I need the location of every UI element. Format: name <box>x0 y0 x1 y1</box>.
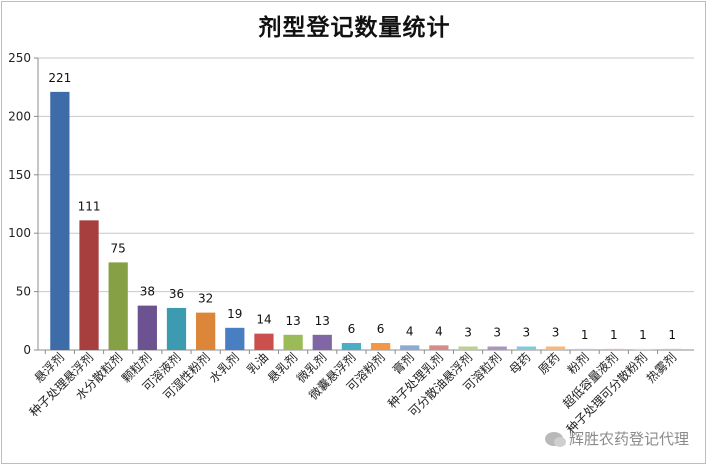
y-tick-label: 200 <box>8 109 31 123</box>
chart-title: 剂型登记数量统计 <box>258 15 451 41</box>
data-label: 4 <box>435 324 443 338</box>
data-label: 1 <box>668 328 676 342</box>
data-label: 14 <box>256 313 271 327</box>
data-label: 38 <box>140 285 155 299</box>
data-label: 3 <box>552 325 560 339</box>
bar <box>370 342 391 350</box>
bar <box>196 312 216 350</box>
data-label: 6 <box>348 322 356 336</box>
bar <box>662 348 682 350</box>
bar <box>166 307 187 350</box>
bar <box>400 345 420 350</box>
watermark: 辉胜农药登记代理 <box>544 428 689 449</box>
bar <box>50 91 70 350</box>
bar <box>575 348 595 350</box>
data-label: 3 <box>493 325 501 339</box>
data-label: 13 <box>315 314 330 328</box>
y-tick-label: 250 <box>8 51 31 65</box>
bar <box>79 220 99 350</box>
gridlines <box>38 57 694 293</box>
y-tick-label: 50 <box>16 285 31 299</box>
x-tick-label: 热雾剂 <box>643 350 679 386</box>
bar <box>458 346 478 350</box>
data-label: 13 <box>285 314 300 328</box>
bar <box>108 262 128 350</box>
bar <box>487 346 507 350</box>
wechat-icon <box>544 431 566 447</box>
y-tick-label: 100 <box>8 226 31 240</box>
data-label: 36 <box>169 287 184 301</box>
x-tick-label: 悬乳剂 <box>264 350 300 386</box>
data-label: 1 <box>581 328 589 342</box>
data-label: 1 <box>639 328 647 342</box>
bar <box>137 305 157 350</box>
data-label: 32 <box>198 292 213 306</box>
bar <box>312 334 332 350</box>
axes <box>34 57 694 354</box>
y-tick-label: 0 <box>23 343 31 357</box>
data-label: 1 <box>610 328 618 342</box>
bar <box>225 327 245 350</box>
tick-labels: 050100150200250悬浮剂种子处理悬浮剂水分散粒剂颗粒剂可溶液剂可湿性… <box>8 51 679 436</box>
bar <box>604 348 624 350</box>
bar <box>283 334 303 350</box>
data-label: 6 <box>377 322 385 336</box>
y-tick-label: 150 <box>8 168 31 182</box>
watermark-text: 辉胜农药登记代理 <box>568 430 689 448</box>
data-label: 3 <box>523 325 531 339</box>
data-label: 19 <box>227 307 242 321</box>
bars <box>50 91 682 350</box>
bar <box>633 348 653 350</box>
x-tick-label: 原药 <box>536 350 563 377</box>
data-label: 111 <box>78 199 101 213</box>
x-tick-label: 母药 <box>507 350 534 377</box>
bar <box>516 346 536 350</box>
bar <box>254 333 274 350</box>
data-label: 4 <box>406 324 414 338</box>
bar <box>429 345 449 350</box>
data-label: 75 <box>111 241 126 255</box>
x-tick-label: 水乳剂 <box>206 350 242 386</box>
data-label: 3 <box>464 325 472 339</box>
bar <box>341 342 362 350</box>
bar <box>545 346 566 350</box>
data-label: 221 <box>48 71 71 85</box>
